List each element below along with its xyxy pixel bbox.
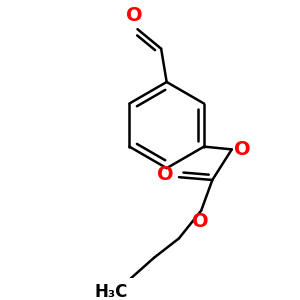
Text: O: O [234,140,250,159]
Text: O: O [191,212,208,231]
Text: H₃C: H₃C [94,283,128,300]
Text: O: O [157,166,174,184]
Text: O: O [126,6,143,25]
